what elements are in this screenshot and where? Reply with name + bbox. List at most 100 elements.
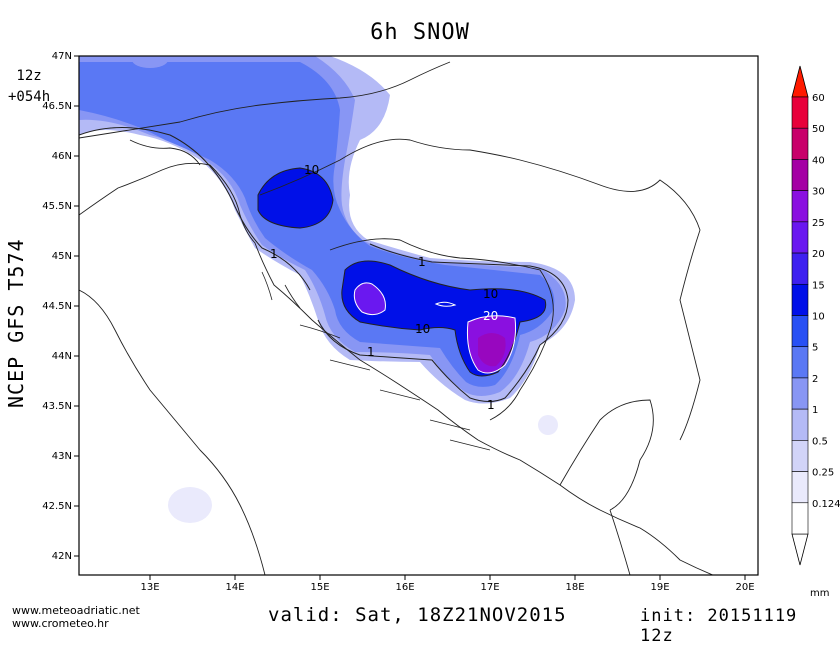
lat-tick: 45.5N (42, 201, 79, 212)
contour-20mm-east (467, 315, 516, 374)
colorbar-cell (791, 377, 809, 410)
lon-tick-label: 18E (565, 582, 584, 593)
contour-10mm-north (257, 167, 334, 229)
lon-tick: 13E (140, 575, 160, 593)
map-plot-area: 10 1 1 1 10 10 20 1 1 (79, 56, 758, 575)
colorbar-level-label: 2 (812, 374, 818, 385)
contour-20mm-west (353, 282, 386, 316)
colorbar-level-label: 40 (812, 155, 825, 166)
border-albania (609, 509, 631, 575)
run-info: 12z +054h (8, 66, 50, 108)
island (429, 419, 471, 431)
init-time: init: 20151119 12z (640, 606, 798, 646)
credits: www.meteoadriatic.net www.crometeo.hr (12, 604, 140, 630)
contour-label: 10 (304, 163, 319, 177)
colorbar-cell (791, 346, 809, 379)
colorbar-level-label: 20 (812, 249, 825, 260)
border-north (79, 61, 451, 139)
colorbar-cell (791, 252, 809, 285)
lon-tick: 14E (225, 575, 245, 593)
lon-tick-label: 16E (395, 582, 414, 593)
snow-area-10mm-north (258, 168, 333, 228)
colorbar-bottom-arrow (791, 533, 809, 566)
snow-core-west (354, 282, 386, 315)
snow-spot-nw (132, 56, 168, 68)
lon-tick: 20E (735, 575, 755, 593)
lat-axis: 47N 46.5N 46N 45.5N 45N 44.5N 44N 43.5N … (42, 51, 79, 562)
italy-coastline (79, 289, 266, 575)
credit-line: www.crometeo.hr (12, 617, 109, 630)
lon-tick-label: 14E (225, 582, 244, 593)
contour-label: 1 (487, 398, 495, 412)
border-slovenia (129, 139, 201, 166)
lon-tick: 17E (480, 575, 500, 593)
colorbar-level-label: 0.5 (812, 436, 828, 447)
snow-core-east-inner (478, 333, 506, 367)
islands (261, 271, 491, 451)
lat-tick-label: 44.5N (42, 301, 72, 312)
valid-time: valid: Sat, 18Z21NOV2015 (268, 604, 567, 626)
colorbar-level-label: 5 (812, 343, 818, 354)
lat-tick: 43N (52, 451, 79, 462)
lon-tick: 18E (565, 575, 585, 593)
lat-tick: 47N (52, 51, 79, 62)
colorbar-cell (791, 127, 809, 160)
contour-label: 1 (270, 247, 278, 261)
contour-label: 1 (367, 345, 375, 359)
contour-1mm-bosnia (317, 243, 569, 402)
border-serbia (519, 159, 701, 441)
lat-tick: 45N (52, 251, 79, 262)
colorbar-cell (791, 190, 809, 223)
colorbar-cell (791, 408, 809, 441)
run-hour: 12z (16, 68, 42, 84)
contour-label: 10 (483, 287, 498, 301)
colorbar-cell (791, 440, 809, 472)
contour-small (434, 301, 457, 307)
colorbar-cell (791, 221, 809, 254)
lon-tick: 16E (395, 575, 415, 593)
colorbar-cell (791, 283, 809, 316)
island (299, 324, 341, 339)
colorbar-labels: 60 50 40 30 25 20 15 10 5 2 1 0.5 0.25 0.124 (812, 93, 840, 510)
lon-tick-label: 19E (650, 582, 669, 593)
lat-tick-label: 45N (52, 251, 72, 262)
forecast-hour: +054h (8, 89, 51, 105)
lat-tick: 44.5N (42, 301, 79, 312)
lat-tick: 46N (52, 151, 79, 162)
colorbar-cell (791, 471, 809, 504)
contour-lines-white (353, 282, 516, 374)
colorbar-cell (791, 96, 809, 129)
lat-tick-label: 47N (52, 51, 72, 62)
colorbar-level-label: 60 (812, 93, 825, 104)
lat-tick-label: 46.5N (42, 101, 72, 112)
island (284, 284, 301, 309)
lat-tick: 46.5N (42, 101, 79, 112)
colorbar-level-label: 10 (812, 312, 825, 323)
border-croatia-hungary (259, 138, 521, 196)
lat-tick: 42N (52, 551, 79, 562)
contour-label: 1 (418, 255, 426, 269)
lat-tick-label: 44N (52, 351, 72, 362)
lat-tick-label: 46N (52, 151, 72, 162)
lon-tick-label: 13E (140, 582, 159, 593)
colorbar-level-label: 15 (812, 280, 825, 291)
colorbar-unit: mm (810, 588, 829, 599)
snow-spot-s (538, 415, 558, 435)
lon-axis: 13E 14E 15E 16E 17E 18E 19E 20E (140, 575, 755, 593)
lat-tick-label: 42N (52, 551, 72, 562)
lon-tick: 19E (650, 575, 670, 593)
contour-label: 20 (483, 309, 498, 323)
colorbar-cell (791, 502, 809, 535)
lon-tick-label: 20E (735, 582, 754, 593)
map-figure: 10 1 1 1 10 10 20 1 1 47N 46.5N 46N 45.5… (42, 51, 840, 599)
lat-tick: 43.5N (42, 401, 79, 412)
lon-tick-label: 15E (310, 582, 329, 593)
island (449, 439, 491, 451)
colorbar-cell (791, 159, 809, 191)
colorbar-cell (791, 315, 809, 348)
map-title: 6h SNOW (370, 20, 470, 45)
lon-tick-label: 17E (480, 582, 499, 593)
lat-tick-label: 42.5N (42, 501, 72, 512)
contour-10mm-bosnia (341, 260, 547, 377)
snow-field (79, 56, 575, 523)
